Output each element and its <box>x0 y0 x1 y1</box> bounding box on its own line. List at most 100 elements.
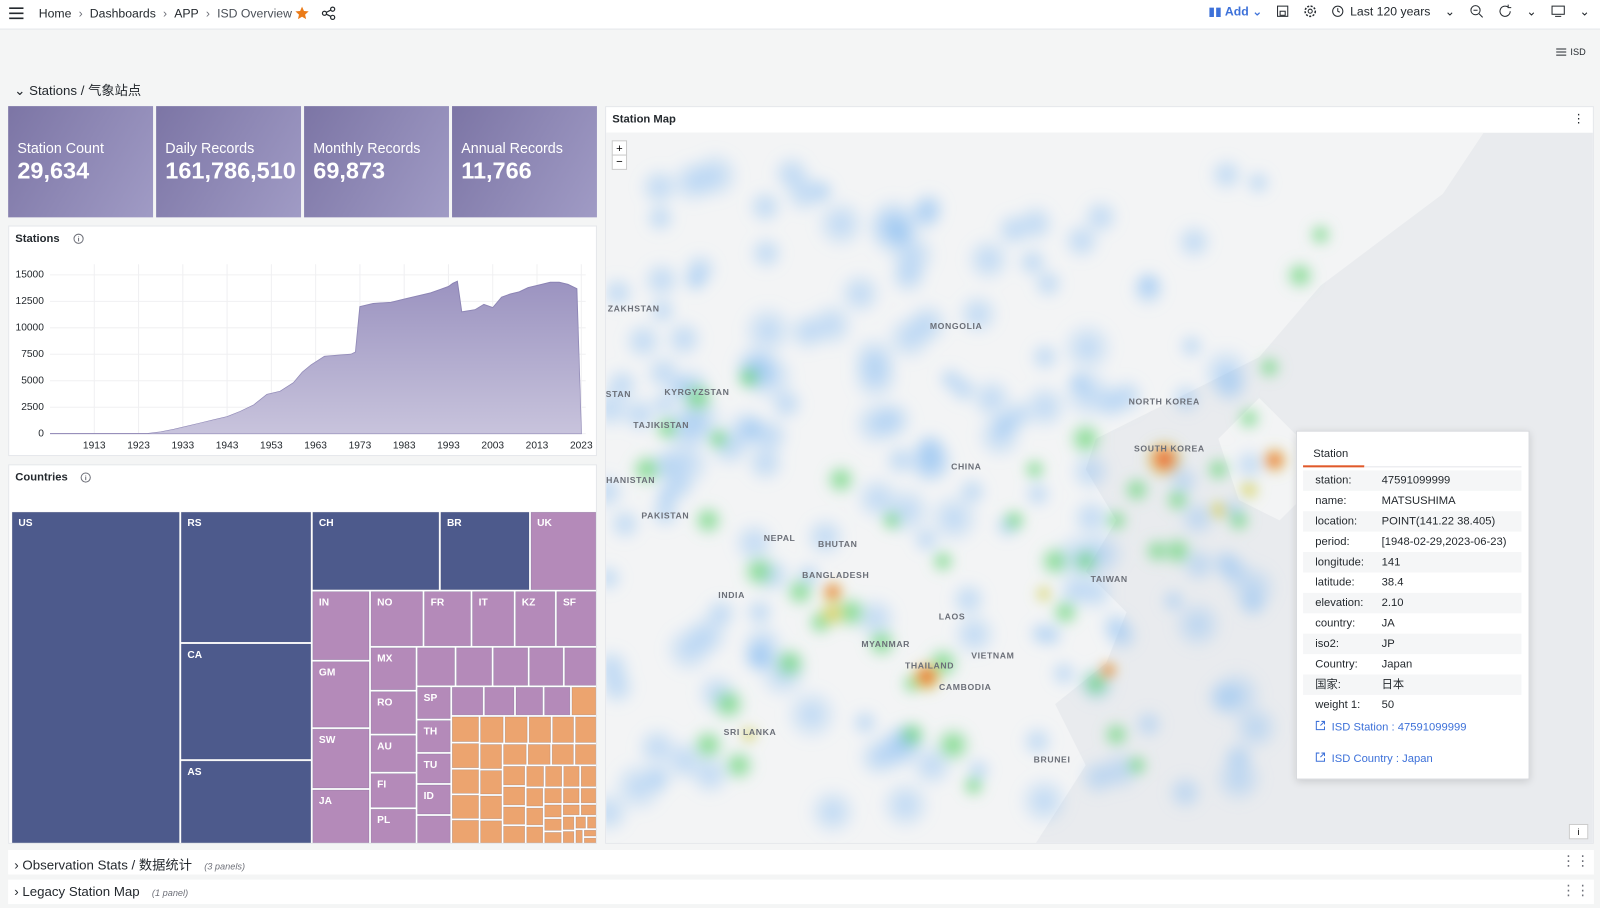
treemap-label: AU <box>377 742 392 753</box>
treemap-label: KZ <box>522 598 536 609</box>
y-tick-label: 5000 <box>21 375 44 386</box>
heat-spot <box>770 152 813 195</box>
view-mode-menu[interactable]: ⌄ <box>1579 4 1590 19</box>
heat-spot <box>1017 774 1071 828</box>
attribution[interactable] <box>1568 823 1589 840</box>
info-icon[interactable] <box>80 471 92 483</box>
treemap-label: TH <box>424 727 438 738</box>
treemap-tile <box>551 744 574 765</box>
zoom-out-icon[interactable] <box>1469 4 1483 18</box>
treemap-tile <box>571 687 596 716</box>
heat-spot <box>681 250 720 289</box>
breadcrumb[interactable]: Home <box>38 6 72 21</box>
heat-spot <box>1028 340 1062 374</box>
tooltip-link[interactable]: ISD Country : Japan <box>1315 752 1433 765</box>
heat-spot <box>679 379 717 417</box>
svg-text:i: i <box>1578 827 1580 837</box>
treemap-tile <box>440 511 530 590</box>
heat-spot <box>1101 719 1132 750</box>
breadcrumb[interactable]: Dashboards <box>89 6 156 21</box>
treemap-tile <box>530 511 596 590</box>
time-picker[interactable]: Last 120 years ⌄ <box>1332 4 1455 18</box>
map-label: CAMBODIA <box>939 682 992 692</box>
countries-panel: Countries US RS CA AS CH BR UK IN GM SW JA NO FR IT KZ… <box>8 464 597 844</box>
add-button[interactable]: ▮▮ Add ⌄ <box>1208 4 1263 19</box>
y-tick-label: 7500 <box>21 349 44 360</box>
treemap-tile <box>472 591 514 647</box>
link-text: ISD Station : 47591099999 <box>1331 721 1467 734</box>
menu-icon[interactable] <box>8 6 24 20</box>
heat-spot <box>662 622 716 676</box>
treemap-tile <box>563 788 580 804</box>
tooltip-row: longitude: 141 <box>1303 552 1522 573</box>
heat-spot <box>806 176 838 207</box>
row-header[interactable]: ⌄ Stations / 气象站点 <box>14 82 142 98</box>
treemap-tile <box>528 716 551 743</box>
station-map[interactable]: + − i ZAKHSTAN MONGOLIA KYRGYZSTAN STAN TAJI… <box>606 132 1594 844</box>
info-icon[interactable] <box>72 233 84 245</box>
tooltip-link[interactable]: ISD Station : 47591099999 <box>1315 720 1467 734</box>
treemap-tile <box>480 744 502 769</box>
treemap-label: IN <box>319 598 329 609</box>
save-icon[interactable] <box>1277 5 1289 17</box>
treemap-tile <box>480 716 504 743</box>
heat-spot <box>1132 707 1166 741</box>
treemap-label: CH <box>319 518 334 529</box>
panel-menu[interactable]: ⋮ <box>1572 111 1585 126</box>
heat-spot <box>1031 266 1066 301</box>
star-icon[interactable] <box>295 6 309 20</box>
heat-spot <box>747 234 786 273</box>
row-title: Legacy Station Map <box>22 883 140 899</box>
heat-spot <box>691 503 725 538</box>
refresh-interval[interactable]: ⌄ <box>1526 4 1537 19</box>
x-tick-label: 1913 <box>83 441 106 452</box>
heat-spot <box>1070 545 1102 577</box>
isd-button[interactable]: ISD <box>1556 47 1586 57</box>
treemap-tile <box>451 795 479 819</box>
stat-title: Daily Records <box>165 139 255 157</box>
x-tick-label: 1953 <box>260 441 283 452</box>
stat-title: Station Count <box>17 139 104 157</box>
treemap-label: RO <box>377 698 392 709</box>
heat-spot <box>1123 752 1150 779</box>
panel-title: Stations <box>15 232 60 245</box>
add-label: Add <box>1224 4 1249 19</box>
field-value: 50 <box>1381 698 1395 712</box>
treemap-tile <box>484 687 515 716</box>
heat-spot <box>1129 270 1168 310</box>
map-label: ZAKHSTAN <box>608 303 660 313</box>
settings-icon[interactable] <box>1303 4 1317 18</box>
heat-spot <box>1000 506 1028 535</box>
treemap-tile <box>580 766 596 787</box>
heat-spot <box>813 196 868 251</box>
heat-spot <box>743 595 777 629</box>
map-label: SOUTH KOREA <box>1134 443 1205 453</box>
field-key: location: <box>1315 515 1358 528</box>
heat-spot <box>932 724 974 766</box>
view-mode-icon[interactable] <box>1551 5 1565 17</box>
heat-spot <box>1019 723 1055 759</box>
row-header[interactable]: › Observation Stats / 数据统计 (3 panels) ⋮⋮ <box>8 850 1594 875</box>
heat-spot <box>704 424 733 453</box>
row-header[interactable]: › Legacy Station Map (1 panel) ⋮⋮ <box>8 879 1594 905</box>
heat-spot <box>709 685 748 724</box>
heat-spot <box>1171 597 1225 652</box>
breadcrumb[interactable]: APP <box>174 6 199 21</box>
treemap-tile <box>451 769 479 794</box>
share-icon[interactable] <box>321 6 336 20</box>
treemap-tile <box>584 829 596 837</box>
heat-spot <box>628 451 665 488</box>
treemap-tile <box>584 837 596 843</box>
field-key: weight 1: <box>1315 698 1361 712</box>
treemap-tile <box>545 766 563 787</box>
heat-spot <box>856 734 901 780</box>
refresh-icon[interactable] <box>1498 4 1512 18</box>
heat-spot <box>1163 485 1192 515</box>
zoom-out[interactable] <box>611 154 628 170</box>
heat-spot <box>740 552 779 591</box>
toolbar: ▮▮ Add ⌄ Last 120 years ⌄ ⌄ ⌄ <box>1208 4 1589 18</box>
heat-spot <box>1064 367 1095 398</box>
treemap-tile <box>417 720 451 753</box>
tooltip-row: period: [1948-02-29,2023-06-23) <box>1303 532 1521 552</box>
tooltip-row: country: JA <box>1303 613 1521 633</box>
